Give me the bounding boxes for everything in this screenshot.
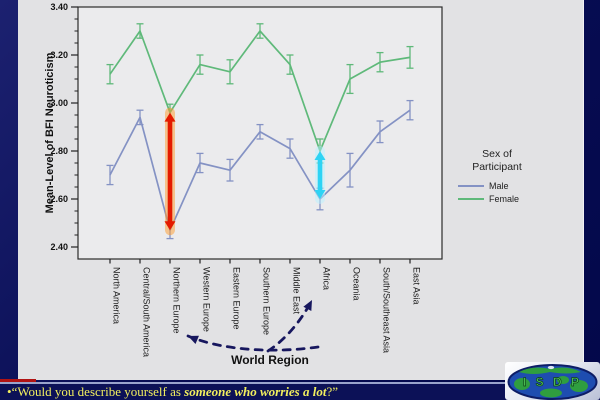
caption-emphasis: someone who worries a lot bbox=[184, 384, 327, 399]
x-tick-label: North America bbox=[112, 267, 122, 324]
female-line-swatch bbox=[458, 198, 484, 200]
chart-panel: 2.40 2.60 2.80 3.00 3.20 3.40 North America Cen… bbox=[18, 0, 584, 380]
x-axis-title: World Region bbox=[231, 353, 309, 367]
legend: Sex of Participant Male Female bbox=[444, 148, 550, 204]
divider-line bbox=[0, 382, 600, 384]
caption-prefix: “Would you describe yourself as bbox=[11, 384, 185, 399]
caption-suffix: ?” bbox=[326, 384, 339, 399]
x-tick-label: East Asia bbox=[412, 267, 422, 305]
legend-title: Sex of Participant bbox=[472, 148, 522, 173]
neuroticism-line-chart: 2.40 2.60 2.80 3.00 3.20 3.40 North America Cen… bbox=[50, 2, 443, 357]
caption-bullet: • bbox=[7, 384, 12, 399]
x-tick-label: Western Europe bbox=[202, 267, 212, 332]
legend-item-male: Male bbox=[444, 181, 550, 191]
logo-letters: I S D P bbox=[523, 375, 582, 389]
dashed-pointer-northern-europe-head bbox=[188, 335, 199, 344]
dashed-pointer-africa-head bbox=[303, 300, 312, 311]
globe-icon: I S D P bbox=[507, 364, 598, 400]
x-tick-label: Oceania bbox=[352, 267, 362, 301]
y-tick-label: 3.00 bbox=[50, 98, 68, 108]
legend-item-female: Female bbox=[444, 194, 550, 204]
dashed-pointer-northern-europe bbox=[186, 334, 320, 352]
male-line-swatch bbox=[458, 185, 484, 187]
globe-continents bbox=[514, 367, 588, 398]
x-tick-label: Eastern Europe bbox=[232, 267, 242, 330]
isdp-logo: I S D P bbox=[505, 362, 600, 400]
red-gap-arrow-head-up bbox=[164, 112, 176, 122]
x-tick-label: Northern Europe bbox=[172, 267, 182, 334]
caption-bar: •“Would you describe yourself as someone… bbox=[0, 384, 600, 400]
legend-label-female: Female bbox=[489, 194, 520, 204]
y-axis-title: Mean-Level of BFI Neuroticism bbox=[44, 52, 56, 214]
legend-label-male: Male bbox=[489, 181, 509, 191]
red-divider-mark bbox=[0, 379, 36, 382]
x-tick-label: Southern Europe bbox=[262, 267, 272, 335]
x-tick-label: Central/South America bbox=[142, 267, 152, 357]
y-tick-label: 3.20 bbox=[50, 50, 68, 60]
x-tick-label: South/Southeast Asia bbox=[382, 267, 392, 353]
x-tick-label: Middle East bbox=[292, 267, 302, 315]
red-gap-arrow-head-down bbox=[164, 221, 176, 231]
cyan-gap-arrow-head-down bbox=[314, 190, 326, 199]
y-tick-label: 2.80 bbox=[50, 146, 68, 156]
y-tick-label: 2.60 bbox=[50, 194, 68, 204]
cyan-gap-arrow-head-up bbox=[314, 151, 326, 160]
y-tick-label: 2.40 bbox=[50, 242, 68, 252]
y-tick-label: 3.40 bbox=[50, 2, 68, 12]
caption-text: •“Would you describe yourself as someone… bbox=[0, 384, 600, 400]
x-tick-label: Africa bbox=[322, 267, 332, 290]
